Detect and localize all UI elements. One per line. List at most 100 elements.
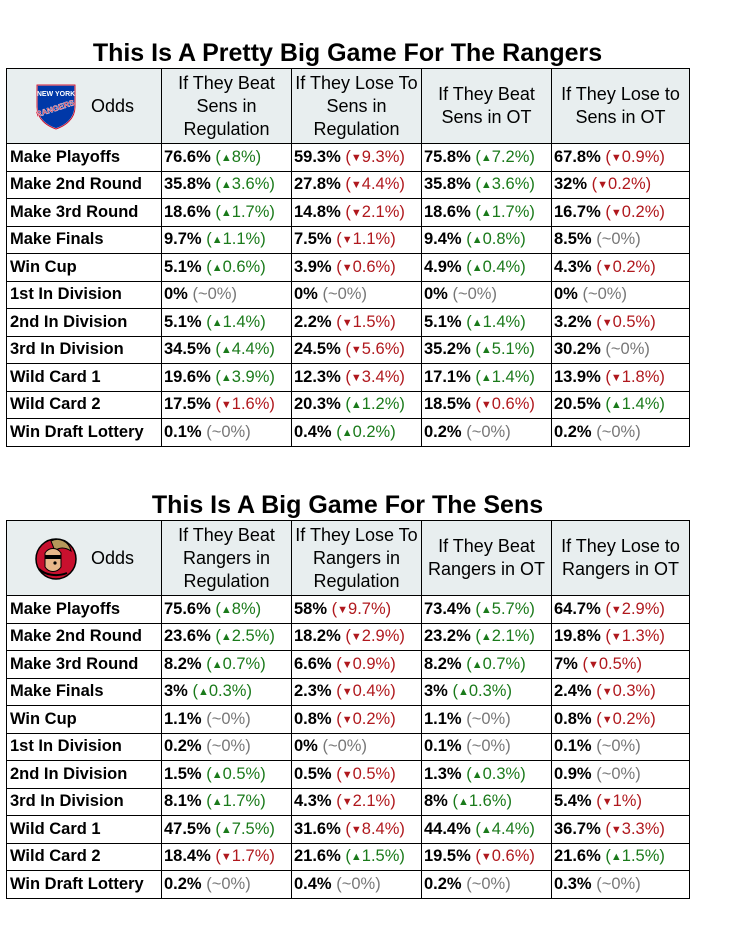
odds-value: 13.9%: [554, 367, 601, 386]
odds-cell: 36.7% (▼3.3%): [551, 815, 690, 844]
odds-change-value: 0.3%: [482, 764, 521, 783]
odds-change-value: 0.5%: [352, 764, 391, 783]
odds-change-value: 8%: [231, 147, 256, 166]
triangle-up-icon: ▲: [220, 179, 232, 192]
odds-cell: 19.8% (▼1.3%): [551, 622, 690, 651]
odds-value: 0.2%: [424, 422, 462, 441]
odds-cell: 31.6% (▼8.4%): [291, 815, 422, 844]
odds-value: 0%: [554, 285, 578, 304]
table-row: Win Cup 5.1% (▲0.6%) 3.9% (▼0.6%) 4.9% (▲0.…: [6, 253, 690, 282]
odds-cell: 0.4% (▲0.2%): [291, 418, 422, 447]
odds-change-value: ~0%: [341, 874, 376, 893]
sens-title: This Is A Big Game For The Sens: [151, 491, 544, 519]
odds-change-value: 7.5%: [231, 819, 270, 838]
odds-cell: 0.3% (~0%): [551, 870, 690, 899]
odds-value: 0.2%: [164, 737, 202, 756]
odds-value: 20.5%: [554, 395, 601, 414]
odds-value: 5.1%: [164, 312, 202, 331]
odds-change: (▲1.4%): [605, 395, 665, 414]
odds-change: (▼4.4%): [345, 175, 405, 194]
odds-change-value: 2.1%: [352, 792, 391, 811]
odds-value: 0.5%: [294, 764, 332, 783]
odds-cell: 0.2% (~0%): [161, 732, 292, 761]
triangle-down-icon: ▼: [610, 603, 622, 616]
odds-cell: 2.4% (▼0.3%): [551, 677, 690, 706]
odds-cell: 0.2% (~0%): [421, 418, 552, 447]
odds-value: 8.2%: [164, 654, 202, 673]
table-row: 1st In Division 0.2% (~0%) 0% (~0%) 0.1% (~…: [6, 732, 690, 761]
odds-cell: 35.8% (▲3.6%): [161, 170, 292, 199]
odds-value: 0%: [294, 285, 318, 304]
row-label: 3rd In Division: [6, 335, 162, 364]
odds-change: (~0%): [466, 709, 511, 728]
odds-cell: 8.1% (▲1.7%): [161, 787, 292, 816]
odds-cell: 0.8% (▼0.2%): [291, 705, 422, 734]
odds-cell: 23.2% (▲2.1%): [421, 622, 552, 651]
row-label: Wild Card 1: [6, 815, 162, 844]
odds-cell: 21.6% (▲1.5%): [551, 842, 690, 871]
odds-change: (▼0.5%): [596, 312, 656, 331]
odds-change-value: ~0%: [610, 340, 645, 359]
odds-value: 59.3%: [294, 147, 341, 166]
odds-change: (▼0.6%): [336, 257, 396, 276]
odds-change: (~0%): [466, 737, 511, 756]
odds-change-value: 2.9%: [621, 599, 660, 618]
odds-change-value: ~0%: [211, 709, 246, 728]
triangle-up-icon: ▲: [220, 823, 232, 836]
triangle-up-icon: ▲: [220, 151, 232, 164]
odds-change: (~0%): [336, 874, 381, 893]
odds-cell: 1.5% (▲0.5%): [161, 760, 292, 789]
odds-change-value: 0.6%: [222, 257, 261, 276]
odds-change-value: ~0%: [601, 230, 636, 249]
row-label: 2nd In Division: [6, 308, 162, 337]
odds-cell: 16.7% (▼0.2%): [551, 198, 690, 227]
odds-value: 19.6%: [164, 367, 211, 386]
odds-change-value: 0.4%: [352, 682, 391, 701]
sens-header-lose-reg: If They Lose To Rangers in Regulation: [291, 520, 422, 596]
odds-change: (~0%): [206, 737, 251, 756]
odds-cell: 1.1% (~0%): [161, 705, 292, 734]
odds-value: 14.8%: [294, 202, 341, 221]
odds-change: (~0%): [596, 874, 641, 893]
odds-change: (▲3.6%): [215, 175, 275, 194]
odds-cell: 0.2% (~0%): [551, 418, 690, 447]
odds-change-value: 5.7%: [491, 599, 530, 618]
odds-change-value: 1.4%: [621, 395, 660, 414]
new-york-rangers-logo-icon: NEW YORK RANGERS: [35, 84, 76, 130]
odds-cell: 32% (▼0.2%): [551, 170, 690, 199]
row-label: Make Playoffs: [6, 595, 162, 624]
rangers-corner-cell: NEW YORK RANGERS Odds: [6, 68, 162, 144]
odds-change-value: 0.7%: [482, 654, 521, 673]
table-row: Wild Card 1 19.6% (▲3.9%) 12.3% (▼3.4%) 17.…: [6, 363, 690, 392]
odds-change-value: 1.7%: [491, 202, 530, 221]
odds-change-value: 2.1%: [361, 202, 400, 221]
odds-value: 30.2%: [554, 340, 601, 359]
odds-change: (▼0.5%): [336, 764, 396, 783]
row-label: 1st In Division: [6, 280, 162, 309]
odds-change-value: 0.2%: [608, 175, 646, 194]
triangle-down-icon: ▼: [601, 686, 613, 699]
odds-cell: 14.8% (▼2.1%): [291, 198, 422, 227]
odds-cell: 0% (~0%): [161, 280, 292, 309]
sens-odds-table: Odds If They Beat Rangers in Regulation …: [6, 520, 690, 899]
table-row: Win Draft Lottery 0.2% (~0%) 0.4% (~0%) 0.2…: [6, 870, 690, 899]
odds-value: 24.5%: [294, 340, 341, 359]
odds-value: 6.6%: [294, 654, 332, 673]
odds-change-value: 3.6%: [491, 175, 530, 194]
odds-change: (▲1.7%): [475, 202, 535, 221]
odds-cell: 3% (▲0.3%): [161, 677, 292, 706]
odds-value: 18.4%: [164, 847, 211, 866]
odds-value: 7.5%: [294, 230, 332, 249]
rangers-header-beat-reg: If They Beat Sens in Regulation: [161, 68, 292, 144]
triangle-up-icon: ▲: [480, 151, 492, 164]
triangle-down-icon: ▼: [341, 234, 353, 247]
odds-value: 18.2%: [294, 627, 341, 646]
triangle-down-icon: ▼: [610, 371, 622, 384]
odds-change-value: 1.4%: [491, 367, 530, 386]
odds-value: 3.2%: [554, 312, 592, 331]
odds-value: 0.1%: [554, 737, 592, 756]
odds-value: 31.6%: [294, 819, 341, 838]
triangle-down-icon: ▼: [341, 316, 353, 329]
triangle-down-icon: ▼: [480, 399, 492, 412]
sens-header-lose-ot: If They Lose to Rangers in OT: [551, 520, 690, 596]
